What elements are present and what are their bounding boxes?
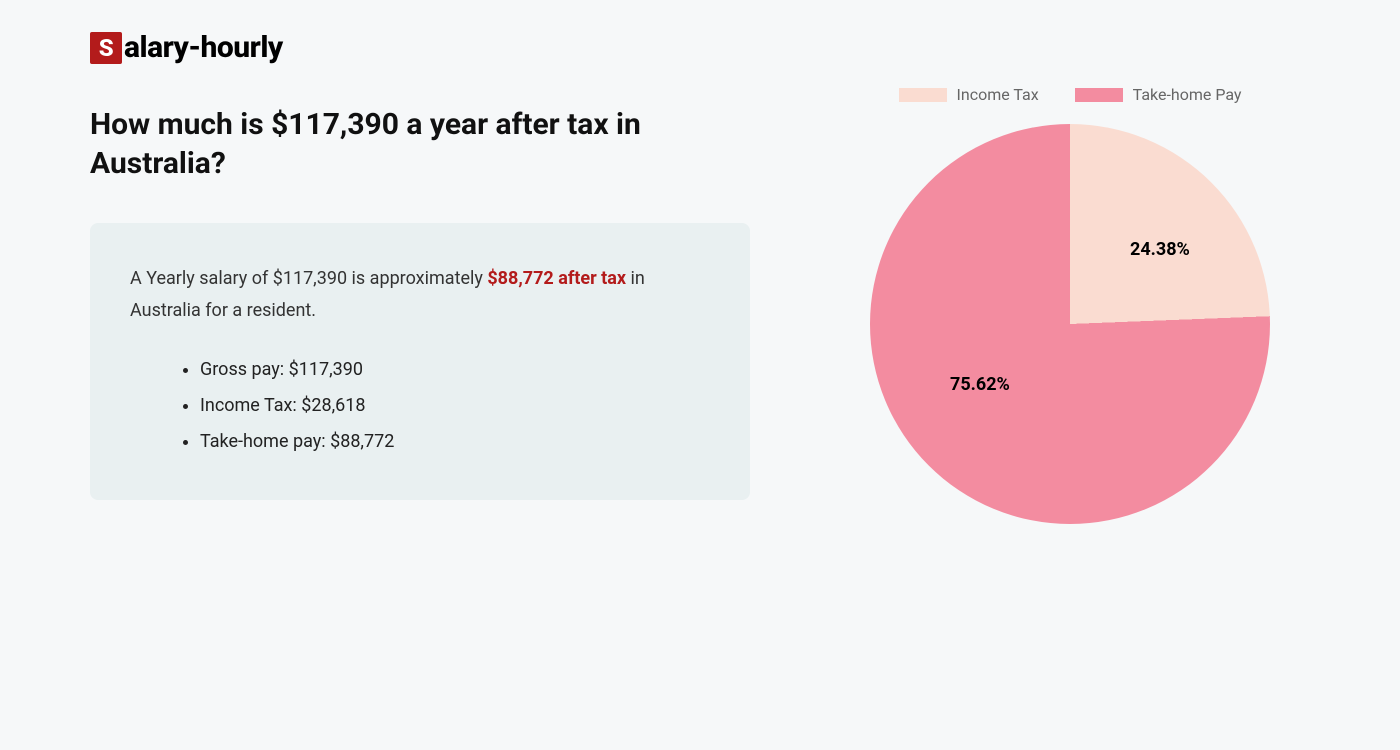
list-item: Gross pay: $117,390 — [200, 352, 710, 388]
info-box: A Yearly salary of $117,390 is approxima… — [90, 223, 750, 500]
logo-badge: S — [90, 32, 122, 64]
pie-chart: 24.38% 75.62% — [870, 124, 1270, 524]
legend-label: Income Tax — [957, 85, 1039, 104]
chart-legend: Income Tax Take-home Pay — [899, 85, 1242, 104]
slice-label-income-tax: 24.38% — [1130, 239, 1190, 260]
content-row: How much is $117,390 a year after tax in… — [90, 105, 1310, 524]
legend-item-take-home: Take-home Pay — [1075, 85, 1242, 104]
summary-highlight: $88,772 after tax — [487, 268, 626, 289]
site-logo: Salary-hourly — [90, 30, 1310, 65]
legend-swatch — [1075, 88, 1123, 102]
logo-text: alary-hourly — [124, 30, 283, 65]
legend-swatch — [899, 88, 947, 102]
page-root: Salary-hourly How much is $117,390 a yea… — [0, 0, 1400, 524]
breakdown-list: Gross pay: $117,390 Income Tax: $28,618 … — [130, 352, 710, 460]
summary-text: A Yearly salary of $117,390 is approxima… — [130, 263, 710, 328]
legend-label: Take-home Pay — [1133, 85, 1242, 104]
left-column: How much is $117,390 a year after tax in… — [90, 105, 750, 524]
pie-disc — [870, 124, 1270, 524]
list-item: Take-home pay: $88,772 — [200, 424, 710, 460]
page-title: How much is $117,390 a year after tax in… — [90, 105, 750, 183]
slice-label-take-home: 75.62% — [950, 374, 1010, 395]
list-item: Income Tax: $28,618 — [200, 388, 710, 424]
right-column: Income Tax Take-home Pay 24.38% 75.62% — [830, 105, 1310, 524]
summary-before: A Yearly salary of $117,390 is approxima… — [130, 268, 487, 289]
legend-item-income-tax: Income Tax — [899, 85, 1039, 104]
